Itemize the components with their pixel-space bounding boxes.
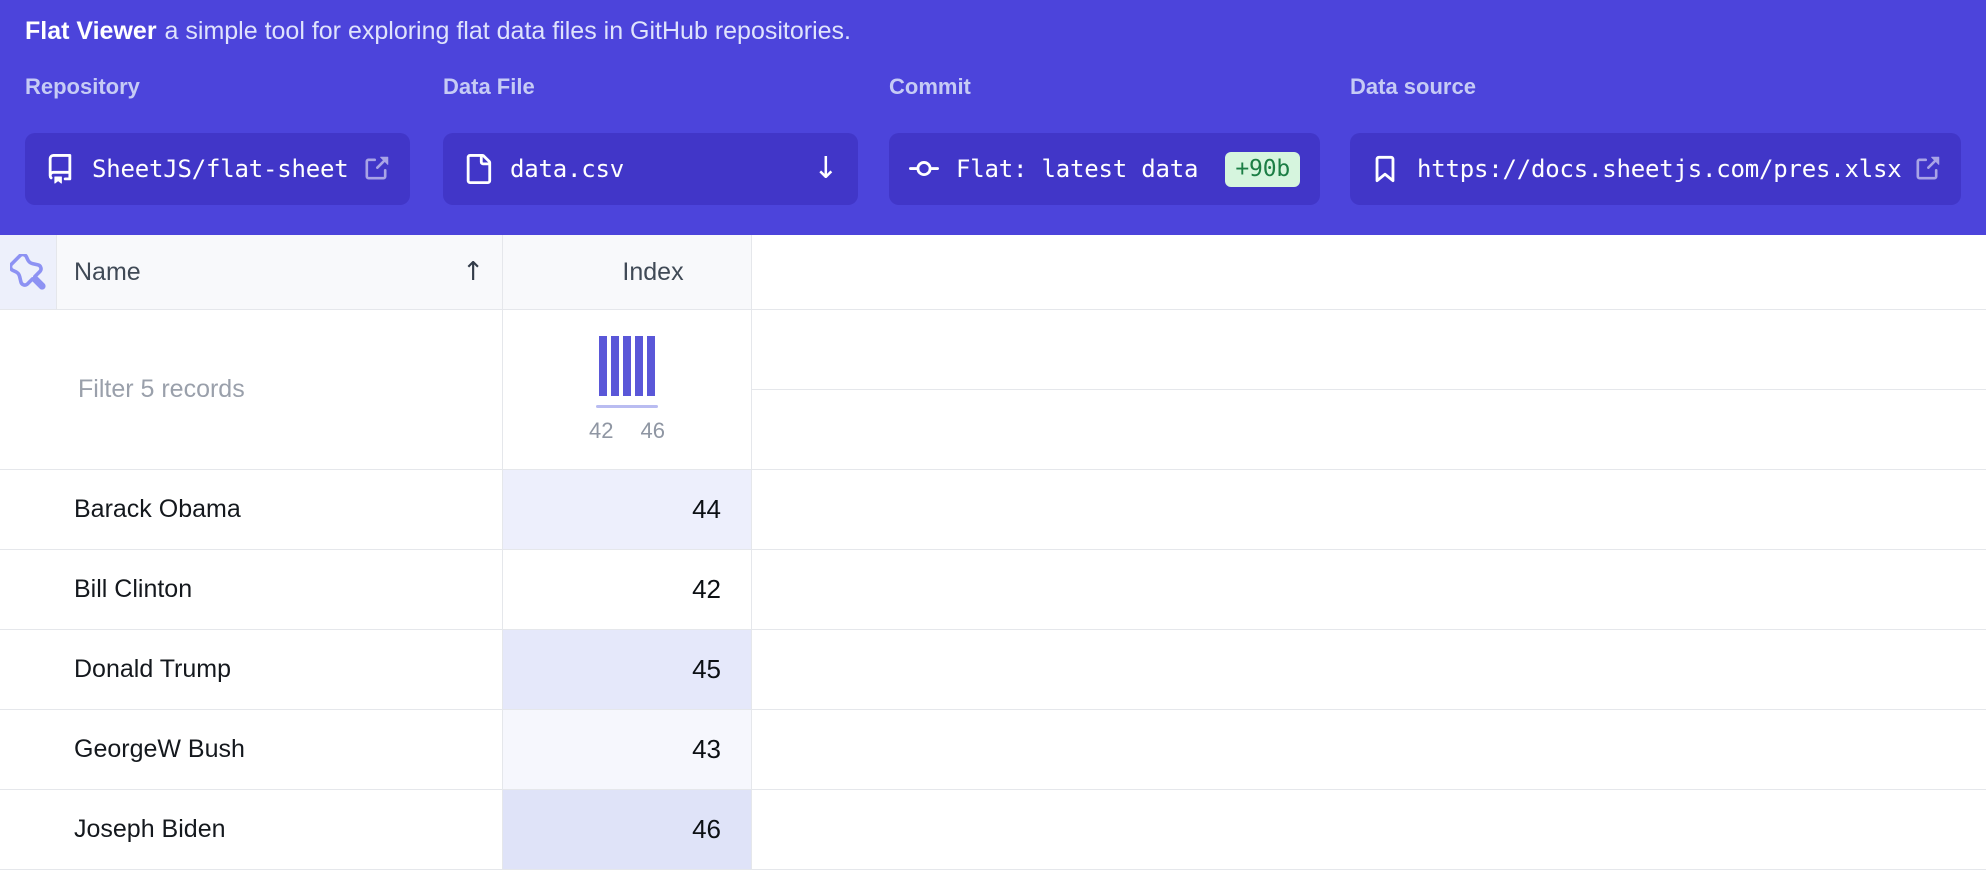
histogram-bar: [599, 335, 607, 396]
data-file-value: data.csv: [510, 155, 624, 183]
table-row: Bill Clinton 42: [0, 550, 1986, 630]
name-cell: Barack Obama: [0, 470, 503, 549]
commit-message: Flat: latest data: [956, 155, 1199, 183]
histogram-bar: [623, 335, 631, 396]
table-header-row: Name ↑ Index: [0, 235, 1986, 310]
pin-icon: [10, 254, 46, 290]
external-link-icon: [365, 156, 389, 180]
pin-column-toggle[interactable]: [0, 235, 57, 309]
hero-header: Flat Viewer a simple tool for exploring f…: [0, 0, 1986, 235]
histogram-labels: 42 46: [589, 418, 665, 444]
name-cell: Joseph Biden: [0, 790, 503, 869]
table-row: Joseph Biden 46: [0, 790, 1986, 870]
name-cell: Bill Clinton: [0, 550, 503, 629]
repository-link[interactable]: SheetJS/flat-sheet: [25, 133, 410, 205]
data-source-control: Data source https://docs.sheetjs.com/pre…: [1350, 74, 1961, 205]
table-row: GeorgeW Bush 43: [0, 710, 1986, 790]
repository-value: SheetJS/flat-sheet: [92, 155, 349, 183]
filter-row: 42 46: [0, 310, 1986, 470]
commit-label: Commit: [889, 74, 971, 99]
external-link-icon: [1916, 156, 1940, 180]
histogram-min-label: 42: [589, 417, 614, 443]
file-icon: [466, 154, 492, 184]
index-cell: 43: [503, 710, 752, 789]
name-filter-cell: [0, 310, 503, 469]
data-source-label: Data source: [1350, 74, 1476, 99]
name-column-title: Name: [74, 257, 141, 286]
filter-input[interactable]: [0, 375, 502, 404]
index-cell: 45: [503, 630, 752, 709]
filter-empty-area: [752, 310, 1986, 469]
index-column-title: Index: [622, 257, 684, 286]
commit-link[interactable]: Flat: latest data +90b: [889, 133, 1320, 205]
column-header-name[interactable]: Name ↑: [57, 235, 503, 309]
histogram-bar: [647, 335, 655, 396]
data-source-link[interactable]: https://docs.sheetjs.com/pres.xlsx: [1350, 133, 1961, 205]
column-header-index[interactable]: Index: [503, 235, 752, 309]
data-file-control: Data File data.csv ↓: [443, 74, 858, 205]
repo-icon: [48, 154, 72, 184]
repository-control: Repository SheetJS/flat-sheet: [25, 74, 410, 205]
row-empty-area: [752, 550, 1986, 629]
commit-icon: [909, 161, 939, 177]
name-cell: Donald Trump: [0, 630, 503, 709]
name-cell: GeorgeW Bush: [0, 710, 503, 789]
sort-ascending-icon: ↑: [462, 257, 484, 287]
histogram-axis: [596, 404, 658, 408]
app-title: Flat Viewer a simple tool for exploring f…: [25, 14, 1961, 48]
data-file-label: Data File: [443, 74, 535, 99]
row-empty-area: [752, 630, 1986, 709]
index-column-histogram[interactable]: 42 46: [503, 310, 752, 469]
commit-control: Commit Flat: latest data +90b: [889, 74, 1320, 205]
header-controls: Repository SheetJS/flat-sheet Data File …: [25, 74, 1961, 205]
data-file-select[interactable]: data.csv ↓: [443, 133, 858, 205]
table-row: Barack Obama 44: [0, 470, 1986, 550]
download-arrow-icon: ↓: [813, 151, 838, 186]
header-empty-area: [752, 235, 1986, 309]
index-cell: 42: [503, 550, 752, 629]
data-table: Name ↑ Index 42 46: [0, 235, 1986, 870]
histogram-bar: [611, 335, 619, 396]
histogram-bar: [635, 335, 643, 396]
histogram-bars: [599, 335, 655, 396]
bookmark-icon: [1375, 155, 1395, 183]
index-cell: 44: [503, 470, 752, 549]
table-row: Donald Trump 45: [0, 630, 1986, 710]
commit-diff-badge: +90b: [1225, 151, 1300, 187]
app-title-brand: Flat Viewer: [25, 17, 157, 45]
row-empty-area: [752, 710, 1986, 789]
app-title-subtitle: a simple tool for exploring flat data fi…: [164, 17, 851, 45]
index-cell: 46: [503, 790, 752, 869]
data-source-value: https://docs.sheetjs.com/pres.xlsx: [1417, 155, 1902, 183]
histogram-max-label: 46: [640, 417, 665, 443]
repository-label: Repository: [25, 74, 140, 99]
row-empty-area: [752, 470, 1986, 549]
row-empty-area: [752, 790, 1986, 869]
